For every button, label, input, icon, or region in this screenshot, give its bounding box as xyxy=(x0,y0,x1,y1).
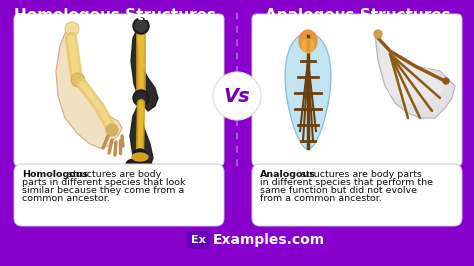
Text: structures are body: structures are body xyxy=(65,170,161,179)
Circle shape xyxy=(443,78,449,84)
Circle shape xyxy=(135,92,147,104)
Text: Vs: Vs xyxy=(224,86,250,106)
Text: Examples.com: Examples.com xyxy=(213,233,325,247)
Polygon shape xyxy=(70,34,78,78)
Polygon shape xyxy=(375,34,455,118)
Text: same function but did not evolve: same function but did not evolve xyxy=(260,186,417,195)
Circle shape xyxy=(213,72,261,120)
Text: Analogous: Analogous xyxy=(260,170,316,179)
Circle shape xyxy=(133,18,149,34)
Polygon shape xyxy=(285,33,331,149)
Circle shape xyxy=(71,73,85,87)
Text: Ex: Ex xyxy=(191,235,205,245)
Circle shape xyxy=(65,22,79,36)
Text: Homologous: Homologous xyxy=(22,170,88,179)
Text: in different species that perform the: in different species that perform the xyxy=(260,178,433,187)
Polygon shape xyxy=(131,24,158,111)
Text: Analogous Structures: Analogous Structures xyxy=(265,8,451,23)
Circle shape xyxy=(135,20,147,32)
FancyBboxPatch shape xyxy=(252,14,462,166)
Ellipse shape xyxy=(132,153,148,161)
Ellipse shape xyxy=(126,159,154,173)
FancyBboxPatch shape xyxy=(187,232,209,248)
Circle shape xyxy=(133,90,149,106)
Polygon shape xyxy=(380,41,445,103)
Text: parts in different species that look: parts in different species that look xyxy=(22,178,185,187)
Ellipse shape xyxy=(299,30,317,52)
Text: from a common ancestor.: from a common ancestor. xyxy=(260,194,382,203)
FancyBboxPatch shape xyxy=(14,14,224,166)
FancyBboxPatch shape xyxy=(14,164,224,226)
Polygon shape xyxy=(130,101,153,169)
Text: Homologous Structures: Homologous Structures xyxy=(14,8,216,23)
Polygon shape xyxy=(56,26,122,148)
Text: common ancestor.: common ancestor. xyxy=(22,194,110,203)
Circle shape xyxy=(374,30,382,38)
Text: similar because they come from a: similar because they come from a xyxy=(22,186,184,195)
Circle shape xyxy=(106,124,118,136)
FancyBboxPatch shape xyxy=(252,164,462,226)
Text: structures are body parts: structures are body parts xyxy=(298,170,422,179)
Ellipse shape xyxy=(302,39,314,53)
Circle shape xyxy=(133,149,147,163)
